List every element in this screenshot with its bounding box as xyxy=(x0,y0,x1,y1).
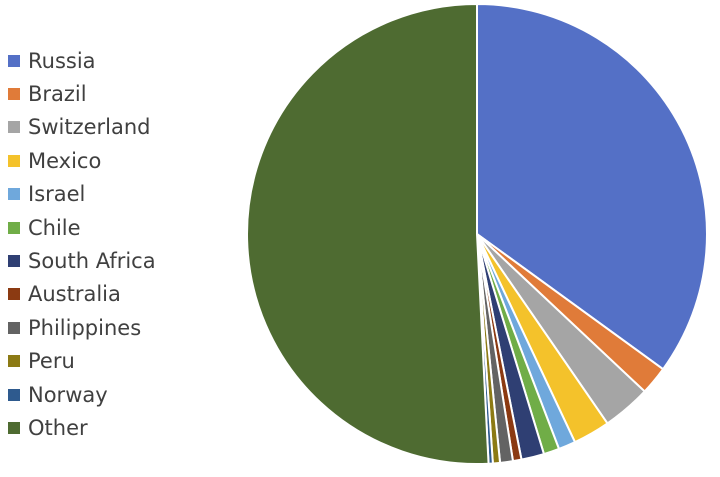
legend-item-russia: Russia xyxy=(8,44,156,77)
legend-swatch xyxy=(8,421,20,434)
legend-label: South Africa xyxy=(28,249,156,274)
legend-swatch xyxy=(8,355,20,368)
legend-swatch xyxy=(8,121,20,134)
legend-item-israel: Israel xyxy=(8,178,156,211)
legend-item-australia: Australia xyxy=(8,278,156,311)
legend-item-philippines: Philippines xyxy=(8,311,156,344)
legend-label: Switzerland xyxy=(28,115,151,140)
legend-item-peru: Peru xyxy=(8,345,156,378)
legend-swatch xyxy=(8,221,20,234)
chart-legend: Russia Brazil Switzerland Mexico Israel Chile… xyxy=(8,44,156,445)
legend-item-other: Other xyxy=(8,411,156,444)
legend-label: Australia xyxy=(28,282,121,307)
legend-item-switzerland: Switzerland xyxy=(8,111,156,144)
legend-swatch xyxy=(8,255,20,268)
legend-label: Other xyxy=(28,415,88,440)
legend-swatch xyxy=(8,88,20,101)
legend-swatch xyxy=(8,321,20,334)
pie-slice-russia xyxy=(476,3,708,371)
legend-swatch xyxy=(8,54,20,67)
legend-label: Philippines xyxy=(28,315,142,340)
legend-label: Peru xyxy=(28,349,75,374)
legend-swatch xyxy=(8,388,20,401)
legend-label: Mexico xyxy=(28,148,102,173)
legend-swatch xyxy=(8,154,20,167)
legend-label: Chile xyxy=(28,215,81,240)
legend-item-chile: Chile xyxy=(8,211,156,244)
legend-swatch xyxy=(8,188,20,201)
legend-label: Israel xyxy=(28,182,86,207)
legend-label: Norway xyxy=(28,382,108,407)
legend-item-south-africa: South Africa xyxy=(8,244,156,277)
legend-item-norway: Norway xyxy=(8,378,156,411)
legend-swatch xyxy=(8,288,20,301)
pie-slice-other xyxy=(246,3,490,465)
legend-label: Brazil xyxy=(28,82,87,107)
legend-item-mexico: Mexico xyxy=(8,144,156,177)
legend-item-brazil: Brazil xyxy=(8,77,156,110)
legend-label: Russia xyxy=(28,48,96,73)
